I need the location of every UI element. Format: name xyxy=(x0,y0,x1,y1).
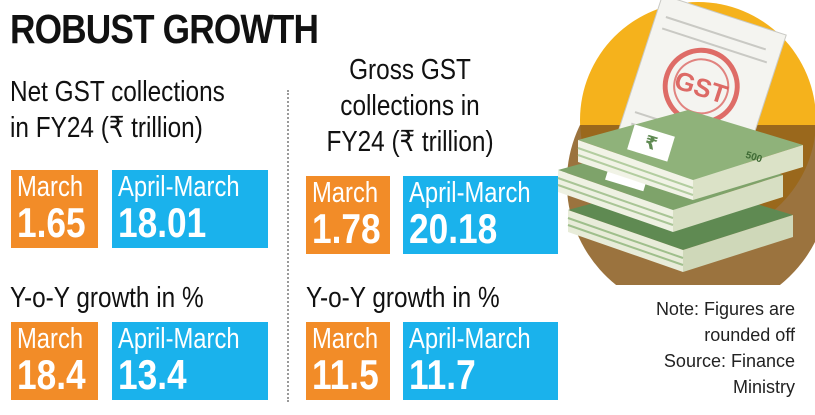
net-growth-fy-box: April-March 13.4 xyxy=(112,322,268,400)
net-growth-march-box: March 18.4 xyxy=(11,322,98,400)
net-growth-fy-value: 13.4 xyxy=(118,351,187,398)
footnote: Note: Figures are rounded off Source: Fi… xyxy=(656,296,795,400)
money-stack-illustration: GST ₹ 500 xyxy=(557,0,815,285)
gross-fy-value: 20.18 xyxy=(409,205,498,252)
net-heading-line1: Net GST collections xyxy=(10,76,225,108)
gross-heading-line3: FY24 (₹ trillion) xyxy=(326,126,494,158)
note-line1: Note: Figures are xyxy=(655,299,795,319)
gross-heading-line2: collections in xyxy=(340,90,480,122)
net-march-value: 1.65 xyxy=(17,199,86,246)
note-line3: Source: Finance xyxy=(663,351,795,371)
gross-growth-heading: Y-o-Y growth in % xyxy=(306,282,500,314)
gross-growth-fy-box: April-March 11.7 xyxy=(403,322,558,400)
net-heading-line2: in FY24 (₹ trillion) xyxy=(10,112,203,144)
gross-fy-label: April-March xyxy=(409,177,531,209)
net-growth-fy-label: April-March xyxy=(118,323,240,355)
note-line2: rounded off xyxy=(704,325,795,345)
gross-growth-march-label: March xyxy=(312,323,379,355)
net-growth-heading: Y-o-Y growth in % xyxy=(10,282,204,314)
gross-march-label: March xyxy=(312,177,379,209)
net-growth-march-value: 18.4 xyxy=(17,351,86,398)
net-fy-value: 18.01 xyxy=(118,199,207,246)
gross-growth-fy-label: April-March xyxy=(409,323,531,355)
net-march-box: March 1.65 xyxy=(11,170,98,248)
gross-fy-box: April-March 20.18 xyxy=(403,176,558,254)
net-growth-march-label: March xyxy=(17,323,84,355)
gross-growth-march-box: March 11.5 xyxy=(306,322,390,400)
note-denomination: 500 xyxy=(744,150,764,166)
page-title: ROBUST GROWTH xyxy=(10,6,319,52)
net-fy-label: April-March xyxy=(118,171,240,203)
net-fy-box: April-March 18.01 xyxy=(112,170,268,248)
bundle-top: ₹ 500 xyxy=(577,110,803,200)
gross-march-value: 1.78 xyxy=(312,205,381,252)
rupee-icon: ₹ xyxy=(642,132,660,156)
column-divider xyxy=(287,90,289,402)
gross-heading-line1: Gross GST xyxy=(349,54,471,86)
note-line4: Ministry xyxy=(733,377,795,397)
gross-growth-fy-value: 11.7 xyxy=(409,351,476,398)
gross-march-box: March 1.78 xyxy=(306,176,390,254)
net-march-label: March xyxy=(17,171,84,203)
gross-growth-march-value: 11.5 xyxy=(312,351,379,398)
